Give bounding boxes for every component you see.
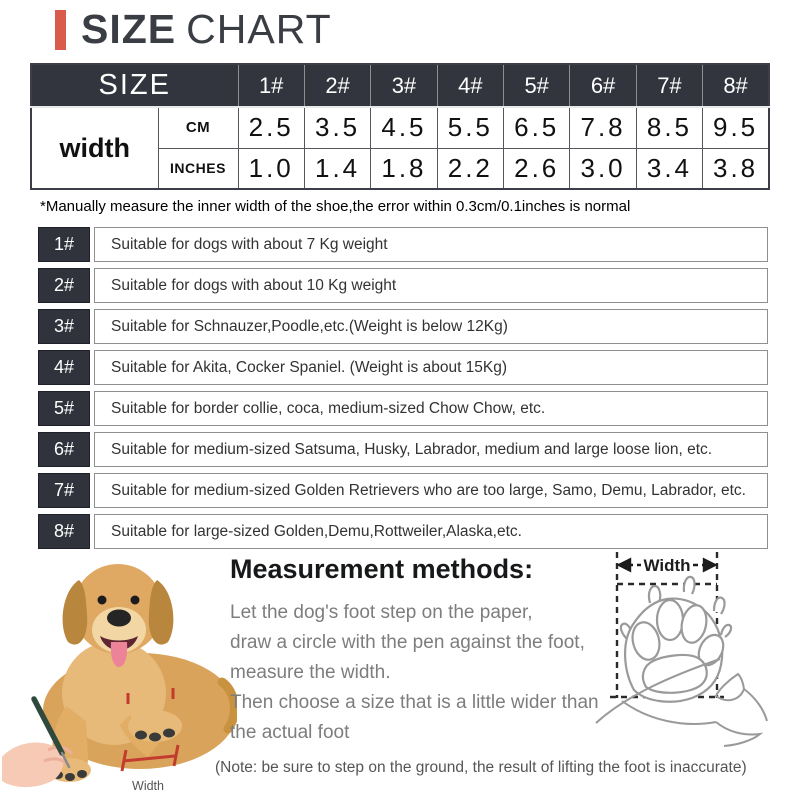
guide-description: Suitable for border collie, coca, medium…: [94, 391, 768, 426]
size-guide-row: 4# Suitable for Akita, Cocker Spaniel. (…: [38, 350, 768, 385]
measurement-line: measure the width.: [230, 662, 391, 683]
guide-size-label: 2#: [38, 268, 90, 303]
size-guide-row: 3# Suitable for Schnauzer,Poodle,etc.(We…: [38, 309, 768, 344]
guide-size-label: 1#: [38, 227, 90, 262]
measurement-heading: Measurement methods:: [230, 554, 534, 584]
size-guide-row: 2# Suitable for dogs with about 10 Kg we…: [38, 268, 768, 303]
size-col-header: 3#: [370, 64, 438, 108]
title-accent-bar: [55, 9, 66, 50]
measurement-line: draw a circle with the pen against the f…: [230, 632, 585, 653]
paw-outline: [619, 575, 733, 703]
cm-value: 3.5: [303, 106, 372, 149]
size-guide-list: 1# Suitable for dogs with about 7 Kg wei…: [38, 227, 768, 555]
unit-label-inches: INCHES: [157, 147, 239, 190]
size-col-header: 7#: [635, 64, 703, 108]
width-row-label: width: [30, 106, 159, 190]
guide-size-label: 8#: [38, 514, 90, 549]
measurement-line: Let the dog's foot step on the paper,: [230, 602, 533, 623]
title-primary: SIZE: [81, 6, 177, 52]
width-arrows: [616, 557, 718, 573]
paw-width-diagram: Width: [595, 552, 768, 747]
guide-description: Suitable for dogs with about 7 Kg weight: [94, 227, 768, 262]
size-table-header-row: SIZE 1# 2# 3# 4# 5# 6# 7# 8#: [31, 64, 769, 108]
size-col-header: 2#: [303, 64, 371, 108]
size-col-header: 4#: [436, 64, 504, 108]
title-text: SIZE CHART: [81, 6, 332, 53]
size-col-header: 8#: [702, 64, 769, 108]
cm-value: 2.5: [237, 106, 305, 149]
inches-value: 2.2: [436, 147, 505, 190]
photo-width-label: Width: [132, 779, 164, 793]
guide-description: Suitable for Schnauzer,Poodle,etc.(Weigh…: [94, 309, 768, 344]
measurement-note: (Note: be sure to step on the ground, th…: [215, 759, 747, 776]
guide-description: Suitable for large-sized Golden,Demu,Rot…: [94, 514, 768, 549]
inches-value: 3.0: [569, 147, 637, 190]
guide-size-label: 5#: [38, 391, 90, 426]
size-col-header: 5#: [502, 64, 570, 108]
guide-description: Suitable for Akita, Cocker Spaniel. (Wei…: [94, 350, 768, 385]
inches-value: 1.8: [370, 147, 438, 190]
guide-description: Suitable for dogs with about 10 Kg weigh…: [94, 268, 768, 303]
size-col-header: 1#: [237, 64, 305, 108]
size-guide-row: 5# Suitable for border collie, coca, med…: [38, 391, 768, 426]
cm-value: 9.5: [702, 106, 770, 149]
cm-value: 8.5: [635, 106, 704, 149]
size-guide-row: 6# Suitable for medium-sized Satsuma, Hu…: [38, 432, 768, 467]
size-table-cm-row: width CM 2.5 3.5 4.5 5.5 6.5 7.8 8.5 9.5: [30, 106, 770, 190]
inches-value: 1.4: [303, 147, 372, 190]
cm-value: 6.5: [502, 106, 571, 149]
golden-retriever-photo: Width: [2, 564, 237, 793]
title-secondary: CHART: [186, 6, 332, 52]
inches-value: 3.4: [635, 147, 704, 190]
diagram-width-label: Width: [643, 556, 690, 575]
cm-value: 4.5: [370, 106, 438, 149]
size-table: SIZE 1# 2# 3# 4# 5# 6# 7# 8# width CM 2.…: [30, 63, 770, 190]
guide-description: Suitable for medium-sized Golden Retriev…: [94, 473, 768, 508]
guide-size-label: 4#: [38, 350, 90, 385]
cm-value: 5.5: [436, 106, 505, 149]
guide-size-label: 6#: [38, 432, 90, 467]
size-guide-row: 7# Suitable for medium-sized Golden Retr…: [38, 473, 768, 508]
pen: [31, 696, 65, 756]
measurement-text-block: Measurement methods: Let the dog's foot …: [230, 554, 620, 748]
leg-outline: [595, 658, 768, 747]
measure-tolerance-note: *Manually measure the inner width of the…: [40, 198, 631, 215]
size-guide-row: 8# Suitable for large-sized Golden,Demu,…: [38, 514, 768, 549]
inches-value: 1.0: [237, 147, 305, 190]
red-width-marker: [120, 688, 180, 772]
guide-description: Suitable for medium-sized Satsuma, Husky…: [94, 432, 768, 467]
unit-label-cm: CM: [157, 106, 239, 149]
size-table-inches-row: INCHES 1.0 1.4 1.8 2.2 2.6 3.0 3.4 3.8: [31, 147, 770, 190]
measurement-line: Then choose a size that is a little wide…: [230, 692, 599, 713]
cm-value: 7.8: [569, 106, 637, 149]
inches-value: 3.8: [702, 147, 770, 190]
measurement-line: the actual foot: [230, 722, 350, 743]
inches-value: 2.6: [502, 147, 571, 190]
guide-size-label: 3#: [38, 309, 90, 344]
size-col-header: 6#: [569, 64, 637, 108]
size-guide-row: 1# Suitable for dogs with about 7 Kg wei…: [38, 227, 768, 262]
measurement-section: Width Measurement methods: Let the dog's…: [0, 540, 800, 800]
page-title: SIZE CHART: [55, 6, 332, 53]
guide-size-label: 7#: [38, 473, 90, 508]
size-table-corner: SIZE: [31, 64, 238, 108]
